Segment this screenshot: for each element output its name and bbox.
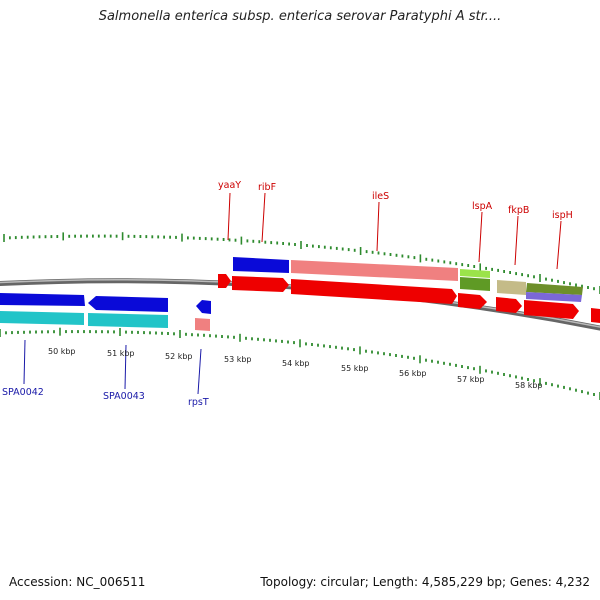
upper-tick-ruler bbox=[3, 232, 600, 294]
gene-red-arrow-3 bbox=[291, 279, 457, 304]
gene-label-SPA0043: SPA0043 bbox=[103, 391, 145, 402]
gene-blue-yaaY bbox=[233, 257, 289, 273]
gene-label-ispH: ispH bbox=[552, 210, 573, 221]
gene-red-arrow-1 bbox=[218, 274, 231, 288]
gene-label-SPA0042: SPA0042 bbox=[2, 387, 44, 398]
gene-olive-lspA bbox=[460, 277, 490, 291]
kbp-label-53: 53 kbp bbox=[224, 355, 252, 364]
kbp-label-57: 57 kbp bbox=[457, 375, 485, 384]
map-title: Salmonella enterica subsp. enterica sero… bbox=[98, 9, 502, 24]
accession-text: Accession: NC_006511 bbox=[9, 575, 146, 589]
bottom-callouts bbox=[23, 339, 202, 395]
kbp-label-51: 51 kbp bbox=[107, 349, 135, 358]
gene-pink-rpsT bbox=[195, 318, 210, 331]
kbp-label-54: 54 kbp bbox=[282, 359, 310, 368]
gene-label-ileS: ileS bbox=[372, 191, 389, 202]
gene-cyan-1 bbox=[0, 311, 84, 325]
gene-blue-rpsT bbox=[196, 300, 211, 314]
gene-lightgreen-lspA bbox=[460, 269, 490, 278]
top-callouts bbox=[227, 192, 562, 270]
kbp-label-55: 55 kbp bbox=[341, 364, 369, 373]
gene-tan-fkpB bbox=[497, 280, 526, 295]
gene-red-arrow-4 bbox=[458, 293, 487, 309]
kbp-label-58: 58 kbp bbox=[515, 381, 543, 390]
kbp-label-50: 50 kbp bbox=[48, 347, 76, 356]
gene-blue-reverse-1 bbox=[0, 293, 85, 306]
gene-red-arrow-6 bbox=[524, 300, 579, 319]
gene-pink-ileS bbox=[291, 260, 458, 281]
gene-label-ribF: ribF bbox=[258, 182, 276, 193]
gene-label-rpsT: rpsT bbox=[188, 397, 209, 408]
gene-red-arrow-7 bbox=[591, 308, 600, 323]
genome-summary-text: Topology: circular; Length: 4,585,229 bp… bbox=[260, 575, 590, 589]
gene-label-yaaY: yaaY bbox=[218, 180, 241, 191]
gene-red-arrow-5 bbox=[496, 297, 522, 313]
lower-tick-ruler bbox=[0, 327, 600, 400]
kbp-label-52: 52 kbp bbox=[165, 352, 193, 361]
gene-red-arrow-2 bbox=[232, 276, 289, 292]
gene-label-fkpB: fkpB bbox=[508, 205, 529, 216]
gene-olive-ispH bbox=[526, 283, 583, 295]
gene-purple-ispH bbox=[526, 292, 582, 302]
gene-cyan-2 bbox=[88, 313, 168, 328]
gene-label-lspA: lspA bbox=[472, 201, 493, 212]
gene-blue-reverse-2 bbox=[88, 296, 168, 312]
kbp-label-56: 56 kbp bbox=[399, 369, 427, 378]
